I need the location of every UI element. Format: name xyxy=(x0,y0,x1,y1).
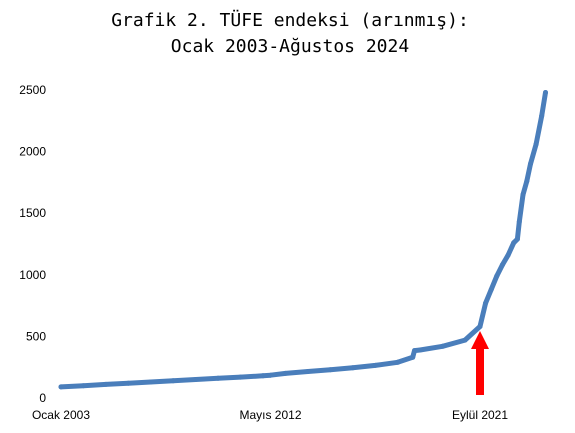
data-point xyxy=(543,90,548,95)
data-point xyxy=(528,161,533,167)
data-point xyxy=(58,384,64,390)
y-tick-label: 1500 xyxy=(19,206,46,220)
data-point xyxy=(283,370,288,376)
data-points xyxy=(58,90,548,390)
data-point xyxy=(412,348,417,354)
data-point xyxy=(260,373,266,379)
x-tick-label: Ocak 2003 xyxy=(32,408,90,422)
data-point xyxy=(440,343,446,349)
data-point xyxy=(417,347,423,353)
data-point xyxy=(305,369,311,374)
data-point xyxy=(268,372,273,378)
data-point xyxy=(350,365,356,371)
data-point xyxy=(505,252,511,258)
y-tick-label: 2500 xyxy=(19,83,46,97)
data-point xyxy=(193,377,199,382)
data-point xyxy=(499,262,505,268)
data-point xyxy=(462,337,468,343)
data-point xyxy=(215,375,221,381)
data-point xyxy=(516,219,522,225)
data-point xyxy=(524,178,530,184)
data-point xyxy=(483,300,489,306)
data-point xyxy=(514,236,520,242)
y-axis-ticks: 0 500 1000 1500 2000 2500 xyxy=(19,83,46,405)
data-point xyxy=(372,362,378,368)
data-point xyxy=(477,324,483,329)
y-tick-label: 2000 xyxy=(19,145,46,159)
data-point xyxy=(520,192,526,198)
data-point xyxy=(488,287,494,293)
arrow-annotation xyxy=(471,331,489,395)
data-point xyxy=(410,354,416,360)
y-tick-label: 0 xyxy=(39,391,46,405)
data-point xyxy=(327,367,333,373)
chart-title-line-2: Ocak 2003-Ağustos 2024 xyxy=(171,36,409,57)
arrow-shaft xyxy=(476,348,484,395)
chart-title-line-1: Grafik 2. TÜFE endeksi (arınmış): xyxy=(111,9,469,31)
data-point xyxy=(148,379,154,385)
x-tick-label: Eylül 2021 xyxy=(452,408,508,422)
data-point xyxy=(125,380,131,386)
x-axis-ticks: Ocak 2003 Mayıs 2012 Eylül 2021 xyxy=(32,408,508,422)
data-point xyxy=(511,240,517,246)
data-point xyxy=(494,273,500,279)
data-point xyxy=(395,359,401,365)
series-line xyxy=(58,90,548,390)
data-point xyxy=(533,141,539,147)
x-tick-label: Mayıs 2012 xyxy=(239,408,301,422)
data-point xyxy=(238,374,244,380)
data-point xyxy=(170,378,176,384)
data-point xyxy=(539,113,545,119)
y-tick-label: 1000 xyxy=(19,268,46,282)
data-point xyxy=(103,381,109,387)
y-tick-label: 500 xyxy=(26,329,46,343)
data-point xyxy=(80,383,86,389)
arrow-head xyxy=(471,331,489,349)
